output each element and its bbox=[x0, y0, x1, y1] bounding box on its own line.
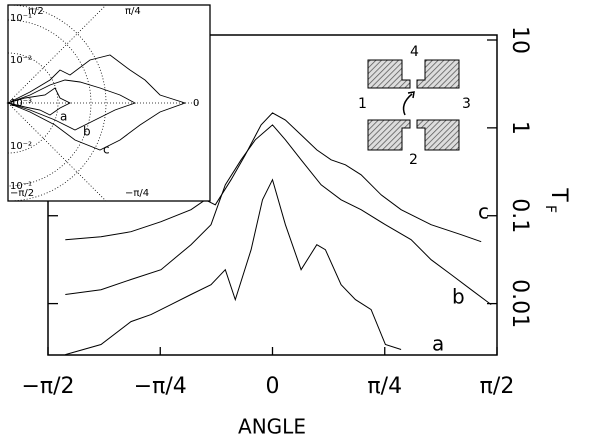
gate bbox=[416, 59, 460, 89]
inset-radial-label: 10⁻¹ bbox=[10, 13, 32, 24]
inset-angle-label: −π/4 bbox=[125, 188, 149, 199]
inset-curve-label: c bbox=[103, 143, 110, 157]
arrow bbox=[402, 93, 413, 116]
x-tick-label: −π/4 bbox=[134, 374, 187, 399]
inset-curve bbox=[6, 79, 137, 131]
inset-radial-label: 10⁻³ bbox=[10, 98, 32, 109]
schematic: 1 2 3 4 bbox=[358, 44, 471, 168]
inset-radial-label: 10⁻² bbox=[10, 141, 32, 152]
port-label: 4 bbox=[410, 44, 419, 60]
series-label: b bbox=[452, 285, 465, 309]
inset-curve-label: a bbox=[60, 110, 67, 124]
inset-curve-label: b bbox=[83, 125, 91, 139]
port-label: 3 bbox=[462, 96, 471, 112]
y-axis-label-sub: F bbox=[542, 205, 558, 213]
y-tick-label-group: 0.1 bbox=[507, 198, 532, 233]
x-tick-label: π/4 bbox=[367, 374, 402, 399]
arrow-head bbox=[407, 91, 415, 99]
y-tick-label-group: 0.01 bbox=[507, 279, 532, 328]
y-tick-label-group: 10 bbox=[507, 26, 532, 54]
series-line bbox=[65, 112, 482, 243]
y-tick-label-group: 1 bbox=[507, 121, 532, 135]
inset: π/2 π/4 0 −π/2 −π/4 10⁻¹ 10⁻² 10⁻³ 10⁻² … bbox=[6, 4, 211, 202]
x-tick-label: 0 bbox=[266, 374, 280, 399]
x-tick-label: −π/2 bbox=[21, 374, 74, 399]
gate bbox=[367, 59, 411, 89]
x-axis-label: ANGLE bbox=[238, 415, 306, 439]
y-tick-label: 0.1 bbox=[507, 198, 532, 233]
inset-curve bbox=[6, 87, 72, 116]
port-label: 1 bbox=[358, 96, 367, 112]
x-tick-label: π/2 bbox=[480, 374, 515, 399]
series-line bbox=[65, 124, 492, 306]
y-tick-label: 10 bbox=[507, 26, 532, 54]
inset-angle-label: −π/2 bbox=[10, 188, 34, 199]
gate bbox=[416, 119, 460, 151]
inset-curve bbox=[6, 54, 187, 151]
port-label: 2 bbox=[409, 152, 418, 168]
inset-radial-label: 10⁻² bbox=[10, 55, 32, 66]
inset-angle-label: 0 bbox=[193, 98, 199, 109]
inset-grid bbox=[7, 4, 200, 202]
series-label: a bbox=[432, 332, 444, 356]
inset-angle-label: π/2 bbox=[28, 6, 44, 17]
y-tick-label: 0.01 bbox=[507, 279, 532, 328]
inset-radial-label: 10⁻¹ bbox=[10, 181, 32, 192]
inset-angle-label: π/4 bbox=[125, 6, 141, 17]
series-label: c bbox=[478, 200, 489, 224]
y-axis-label: T F bbox=[542, 187, 571, 213]
gate bbox=[367, 119, 411, 151]
y-axis-label-main: T bbox=[546, 187, 571, 202]
y-tick-label: 1 bbox=[507, 121, 532, 135]
series-line bbox=[65, 178, 402, 356]
